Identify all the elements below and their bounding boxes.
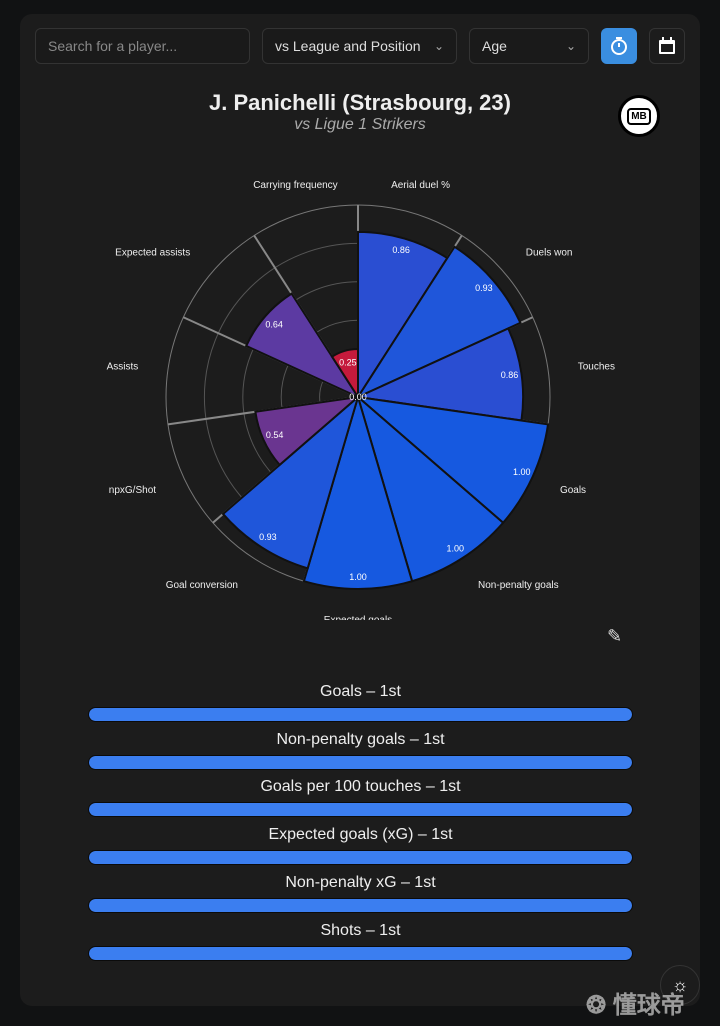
watermark: ❂ 懂球帝 <box>586 985 685 1020</box>
search-placeholder: Search for a player... <box>48 38 178 54</box>
ranking-label: Goals per 100 touches – 1st <box>260 778 461 796</box>
ranking-bar <box>88 802 633 818</box>
category-label: Aerial duel % <box>391 180 450 191</box>
value-label: 0.54 <box>266 430 284 440</box>
logo-text: MB <box>627 107 651 125</box>
sun-icon: ☼ <box>671 974 689 995</box>
chart-bar <box>354 327 525 422</box>
category-label: Expected goals <box>324 615 392 620</box>
age-value: Age <box>482 38 507 54</box>
ranking-label: Expected goals (xG) – 1st <box>268 826 453 844</box>
ranking-bar-fill <box>89 946 632 960</box>
value-label: 1.00 <box>349 572 367 582</box>
value-label: 1.00 <box>513 467 531 477</box>
category-label: Assists <box>107 361 139 372</box>
category-label: Goal conversion <box>166 580 238 591</box>
brand-logo: MB <box>618 95 660 137</box>
ranking-bar <box>88 754 633 770</box>
ranking-label: Shots – 1st <box>320 921 401 939</box>
page-title: J. Panichelli (Strasbourg, 23) <box>209 90 511 115</box>
category-label: Duels won <box>526 248 573 259</box>
chart-bar <box>254 395 362 467</box>
value-label: 0.64 <box>265 319 283 329</box>
value-label: 0.86 <box>392 245 410 255</box>
comparison-value: vs League and Position <box>275 38 421 54</box>
ranking-bar-fill <box>89 851 632 865</box>
ranking-item: Shots – 1st <box>88 922 633 961</box>
chart-bar <box>244 292 361 400</box>
ranking-bar <box>88 707 633 722</box>
chart-bar <box>302 393 414 591</box>
value-label: 0.00 <box>349 392 367 402</box>
chart-bar <box>354 395 550 525</box>
chevron-down-icon: ⌄ <box>433 39 444 53</box>
category-label: Expected assists <box>115 248 190 259</box>
value-label: 1.00 <box>447 543 465 553</box>
ranking-bar-fill <box>89 803 632 817</box>
ranking-bar <box>88 850 633 866</box>
page-subtitle: vs Ligue 1 Strikers <box>294 116 426 133</box>
ranking-label: Non-penalty goals – 1st <box>276 730 445 748</box>
ranking-item: Goals – 1st <box>88 683 633 722</box>
value-label: 0.86 <box>501 370 519 380</box>
calendar-icon <box>659 37 675 54</box>
ranking-bar-fill <box>89 708 632 721</box>
ranking-item: Non-penalty goals – 1st <box>88 731 633 770</box>
chevron-down-icon: ⌄ <box>565 39 576 53</box>
pizza-chart: 0.86 Aerial duel % 0.93 Duels won 0.86 Touche… <box>107 180 615 620</box>
chart-bar <box>355 245 522 400</box>
comparison-select[interactable]: vs League and Position ⌄ <box>262 28 457 64</box>
theme-toggle-button[interactable]: ☼ <box>660 965 700 1005</box>
edit-pencil-icon[interactable]: ✎ <box>607 626 623 646</box>
ranking-item: Non-penalty xG – 1st <box>88 874 633 913</box>
ranking-bar-fill <box>89 755 632 769</box>
chart-bar <box>330 347 359 401</box>
category-label: npxG/Shot <box>109 485 156 496</box>
ranking-bar-fill <box>89 898 632 912</box>
category-label: Touches <box>578 361 615 372</box>
ranking-item: Goals per 100 touches – 1st <box>88 778 633 818</box>
ranking-label: Goals – 1st <box>320 683 401 700</box>
watermark-icon: ❂ <box>586 992 607 1019</box>
timer-button[interactable] <box>601 28 637 64</box>
ranking-label: Non-penalty xG – 1st <box>285 873 436 891</box>
chart-bar <box>357 230 449 401</box>
ranking-bar <box>88 897 633 913</box>
age-select[interactable]: Age ⌄ <box>469 28 589 64</box>
player-search-input[interactable]: Search for a player... <box>35 28 250 64</box>
chart-bar <box>221 394 360 570</box>
category-label: Goals <box>560 485 586 496</box>
chart-bar <box>356 394 505 583</box>
category-label: Carrying frequency <box>253 180 337 191</box>
calendar-button[interactable] <box>649 28 685 64</box>
value-label: 0.93 <box>475 283 493 293</box>
value-label: 0.93 <box>259 532 277 542</box>
category-label: Non-penalty goals <box>478 580 559 591</box>
stopwatch-icon <box>611 37 627 55</box>
value-label: 0.25 <box>339 357 357 367</box>
ranking-bar <box>88 945 633 961</box>
ranking-item: Expected goals (xG) – 1st <box>88 826 633 866</box>
watermark-text: 懂球帝 <box>612 992 685 1019</box>
